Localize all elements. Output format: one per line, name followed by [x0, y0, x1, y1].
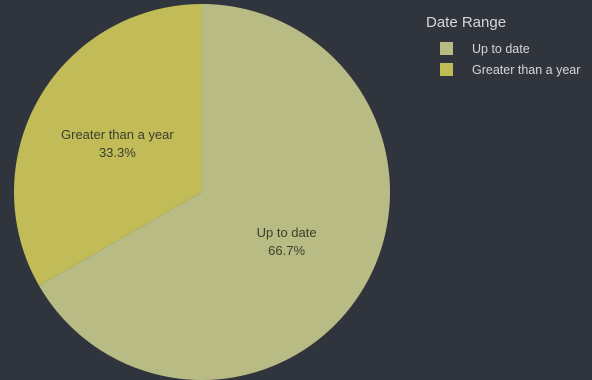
pie-slice-up-to-date[interactable] [38, 4, 390, 380]
legend-item-up-to-date[interactable]: Up to date [440, 38, 580, 59]
pie-slice-greater-than-a-year[interactable] [13, 4, 202, 286]
slice-label-up-to-date: Up to date [257, 225, 317, 240]
slice-label-greater-than-a-year: Greater than a year [61, 127, 174, 142]
slice-percent-greater-than-a-year: 33.3% [99, 145, 136, 160]
legend-swatch-greater-than-a-year [440, 63, 453, 76]
legend-label-up-to-date: Up to date [472, 41, 530, 56]
slice-percent-up-to-date: 66.7% [268, 243, 305, 258]
legend-swatch-up-to-date [440, 42, 453, 55]
legend-title: Date Range [426, 14, 507, 31]
legend-label-greater-than-a-year: Greater than a year [472, 62, 581, 77]
legend-item-greater-than-a-year[interactable]: Greater than a year [440, 59, 580, 80]
legend: Date Range Up to date Greater than a yea… [426, 14, 580, 80]
